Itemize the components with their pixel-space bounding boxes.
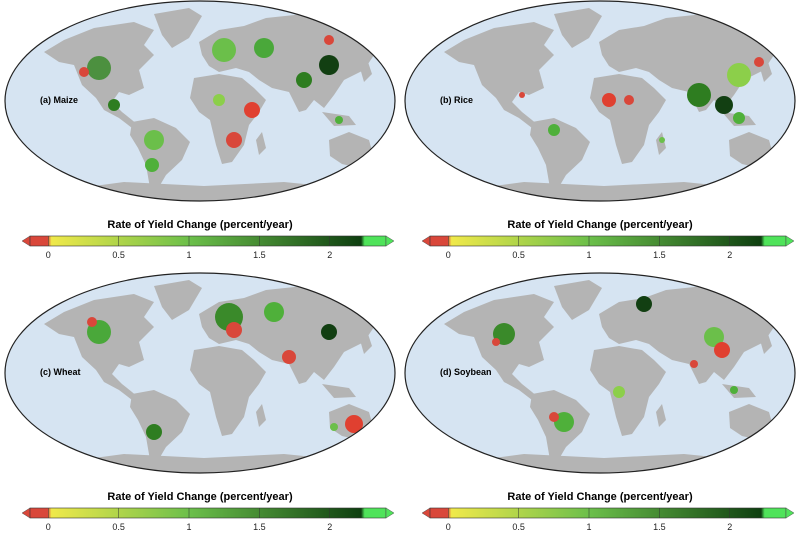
map-maize [4, 0, 396, 202]
colorbar [22, 507, 394, 519]
panel-label: (c) Wheat [40, 367, 81, 377]
panel-label: (a) Maize [40, 95, 79, 105]
colorbar-tick-label: 0.5 [112, 522, 125, 532]
panel-wheat: (c) Wheat Rate of Yield Change (percent/… [0, 272, 400, 546]
colorbar-below-arrow [22, 507, 31, 519]
colorbar-title: Rate of Yield Change (percent/year) [107, 491, 293, 503]
colorbar-tick-label: 0 [45, 250, 51, 260]
colorbar-tick-label: 2 [727, 522, 733, 532]
colorbar-tick-label: 0.5 [112, 250, 125, 260]
colorbar-tick-label: 0 [445, 250, 451, 260]
colorbar-title: Rate of Yield Change (percent/year) [107, 219, 293, 231]
colorbar-title: Rate of Yield Change (percent/year) [507, 219, 693, 231]
colorbar-gradient [29, 507, 387, 519]
colorbar-gradient [29, 235, 387, 247]
colorbar-tick-label: 1 [186, 522, 192, 532]
map-rice [404, 0, 796, 202]
colorbar-tick-label: 1.5 [653, 522, 666, 532]
colorbar-above-arrow [785, 507, 794, 519]
colorbar-above-arrow [385, 507, 394, 519]
colorbar-below-arrow [422, 507, 431, 519]
colorbar [422, 235, 794, 247]
colorbar-gradient [429, 235, 787, 247]
colorbar-tick-label: 1.5 [253, 522, 266, 532]
colorbar [422, 507, 794, 519]
colorbar-tick-label: 2 [327, 250, 333, 260]
colorbar-below-arrow [422, 235, 431, 247]
yield-patches [87, 302, 363, 440]
map-soybean [404, 272, 796, 474]
colorbar-gradient [429, 507, 787, 519]
colorbar-above-arrow [785, 235, 794, 247]
colorbar-tick-label: 0 [45, 522, 51, 532]
colorbar-tick-label: 0.5 [512, 250, 525, 260]
colorbar [22, 235, 394, 247]
colorbar-tick-label: 1 [186, 250, 192, 260]
colorbar-tick-label: 1.5 [653, 250, 666, 260]
yield-patches [79, 35, 343, 172]
panel-maize: (a) Maize Rate of Yield Change (percent/… [0, 0, 400, 274]
colorbar-tick-label: 2 [327, 522, 333, 532]
colorbar-tick-label: 0.5 [512, 522, 525, 532]
colorbar-below-arrow [22, 235, 31, 247]
panel-rice: (b) Rice Rate of Yield Change (percent/y… [400, 0, 800, 274]
colorbar-tick-label: 1.5 [253, 250, 266, 260]
yield-patches [519, 57, 764, 143]
colorbar-tick-label: 0 [445, 522, 451, 532]
colorbar-tick-label: 2 [727, 250, 733, 260]
panel-soybean: (d) Soybean Rate of Yield Change (percen… [400, 272, 800, 546]
map-wheat [4, 272, 396, 474]
panel-label: (b) Rice [440, 95, 474, 105]
colorbar-tick-label: 1 [586, 250, 592, 260]
colorbar-tick-label: 1 [586, 522, 592, 532]
panel-label: (d) Soybean [440, 367, 492, 377]
colorbar-title: Rate of Yield Change (percent/year) [507, 491, 693, 503]
yield-patches [492, 296, 738, 432]
colorbar-above-arrow [385, 235, 394, 247]
